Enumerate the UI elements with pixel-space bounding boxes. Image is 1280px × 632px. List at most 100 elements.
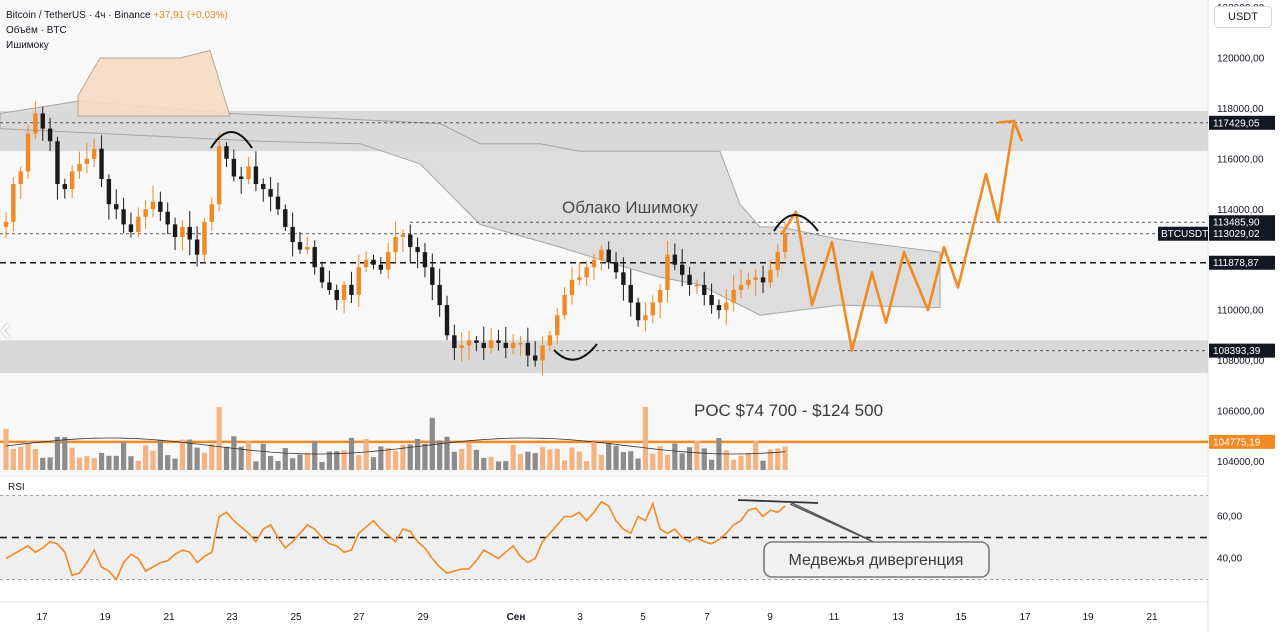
candle-body	[709, 294, 714, 306]
ichimoku-cloud-label: Облако Ишимоку	[562, 198, 699, 217]
volume-bar	[260, 443, 266, 470]
candle-body	[562, 294, 567, 316]
volume-bar	[429, 417, 435, 470]
candle-body	[547, 335, 553, 346]
candle-body	[231, 158, 237, 177]
candle-body	[386, 252, 391, 270]
volume-bar	[760, 460, 766, 470]
volume-bar	[187, 439, 193, 470]
rsi-label: RSI	[8, 482, 25, 493]
candle-body	[518, 342, 523, 345]
volume-bar	[150, 450, 156, 470]
volume-legend[interactable]: Объём · BTC	[6, 25, 67, 36]
volume-bar	[701, 448, 707, 470]
volume-bar	[753, 440, 759, 470]
volume-bars	[3, 406, 788, 470]
candle-body	[268, 189, 273, 197]
volume-bar	[10, 448, 16, 470]
volume-bar	[782, 446, 788, 470]
candle-body	[297, 242, 303, 250]
price-tag-bg	[1209, 215, 1275, 230]
candle-body	[577, 277, 582, 280]
volume-bar	[363, 439, 369, 470]
symbol-header[interactable]: Bitcoin / TetherUS · 4ч · Binance +37,91…	[6, 9, 228, 22]
volume-bar	[157, 440, 163, 470]
candle-body	[599, 249, 604, 260]
volume-bar	[775, 448, 781, 470]
candle-body	[283, 209, 288, 227]
price-tag-label: 113029,02	[1213, 229, 1260, 240]
candle-body	[114, 204, 119, 210]
volume-bar	[231, 436, 237, 470]
volume-bar	[517, 454, 524, 470]
time-tick-label: 19	[99, 612, 111, 623]
candle-body	[349, 284, 354, 295]
time-tick-label: 3	[577, 612, 583, 623]
volume-bar	[539, 447, 546, 470]
candle-body	[216, 146, 222, 205]
volume-bar	[422, 443, 428, 470]
candle-body	[18, 171, 23, 185]
volume-bar	[672, 443, 678, 470]
candle-body	[422, 252, 428, 268]
candle-body	[62, 184, 67, 190]
candle-body	[746, 279, 751, 285]
candle-body	[613, 262, 619, 273]
time-tick-label: 13	[892, 612, 904, 623]
candle-body	[246, 166, 251, 180]
candle-body	[680, 264, 685, 275]
candle-body	[378, 264, 384, 270]
time-tick-label: 21	[163, 612, 175, 623]
candle-body	[187, 226, 192, 240]
candle-body	[209, 204, 214, 222]
candle-body	[290, 226, 295, 243]
candlesticks	[3, 101, 788, 376]
rsi-line	[5, 500, 786, 581]
volume-bar	[444, 436, 450, 470]
volume-bar	[635, 458, 641, 470]
candle-body	[635, 302, 641, 321]
time-tick-label: 17	[1019, 612, 1031, 623]
candle-body	[11, 184, 16, 222]
candle-body	[400, 234, 406, 237]
volume-bar	[481, 457, 487, 470]
top-arc	[210, 131, 253, 149]
price-tick-label: 104000,00	[1217, 457, 1265, 468]
chevron-left-icon[interactable]: ‹	[0, 310, 12, 348]
volume-bar	[584, 461, 590, 470]
candle-body	[768, 269, 773, 283]
volume-bar	[400, 444, 406, 470]
price-change: +37,91 (+0,03%)	[153, 10, 228, 21]
candle-body	[650, 302, 655, 316]
volume-bar	[606, 442, 612, 470]
candle-body	[327, 282, 332, 290]
candle-body	[540, 345, 545, 361]
candle-body	[452, 335, 457, 348]
volume-bar	[253, 461, 259, 470]
price-tick-label: 108000,00	[1217, 356, 1265, 367]
currency-button[interactable]: USDT	[1214, 6, 1272, 28]
candle-body	[437, 284, 442, 306]
time-tick-label: Сен	[507, 612, 526, 623]
volume-bar	[738, 455, 744, 470]
candle-body	[356, 267, 361, 295]
top-arc	[773, 214, 819, 232]
bottom-arc	[553, 343, 598, 361]
candle-body	[3, 221, 9, 227]
volume-bar	[554, 448, 560, 470]
time-tick-label: 7	[704, 612, 710, 623]
candle-body	[716, 305, 722, 311]
candle-body	[525, 342, 531, 356]
divergence-label: Медвежья дивергенция	[789, 552, 964, 569]
candle-body	[25, 133, 31, 172]
volume-bar	[223, 446, 230, 470]
candle-body	[702, 284, 707, 295]
volume-bar	[135, 460, 141, 470]
candle-body	[393, 237, 398, 253]
volume-bar	[598, 454, 604, 470]
ichimoku-legend[interactable]: Ишимоку	[6, 40, 49, 51]
divergence-label-box	[763, 541, 990, 578]
candle-body	[672, 254, 678, 265]
